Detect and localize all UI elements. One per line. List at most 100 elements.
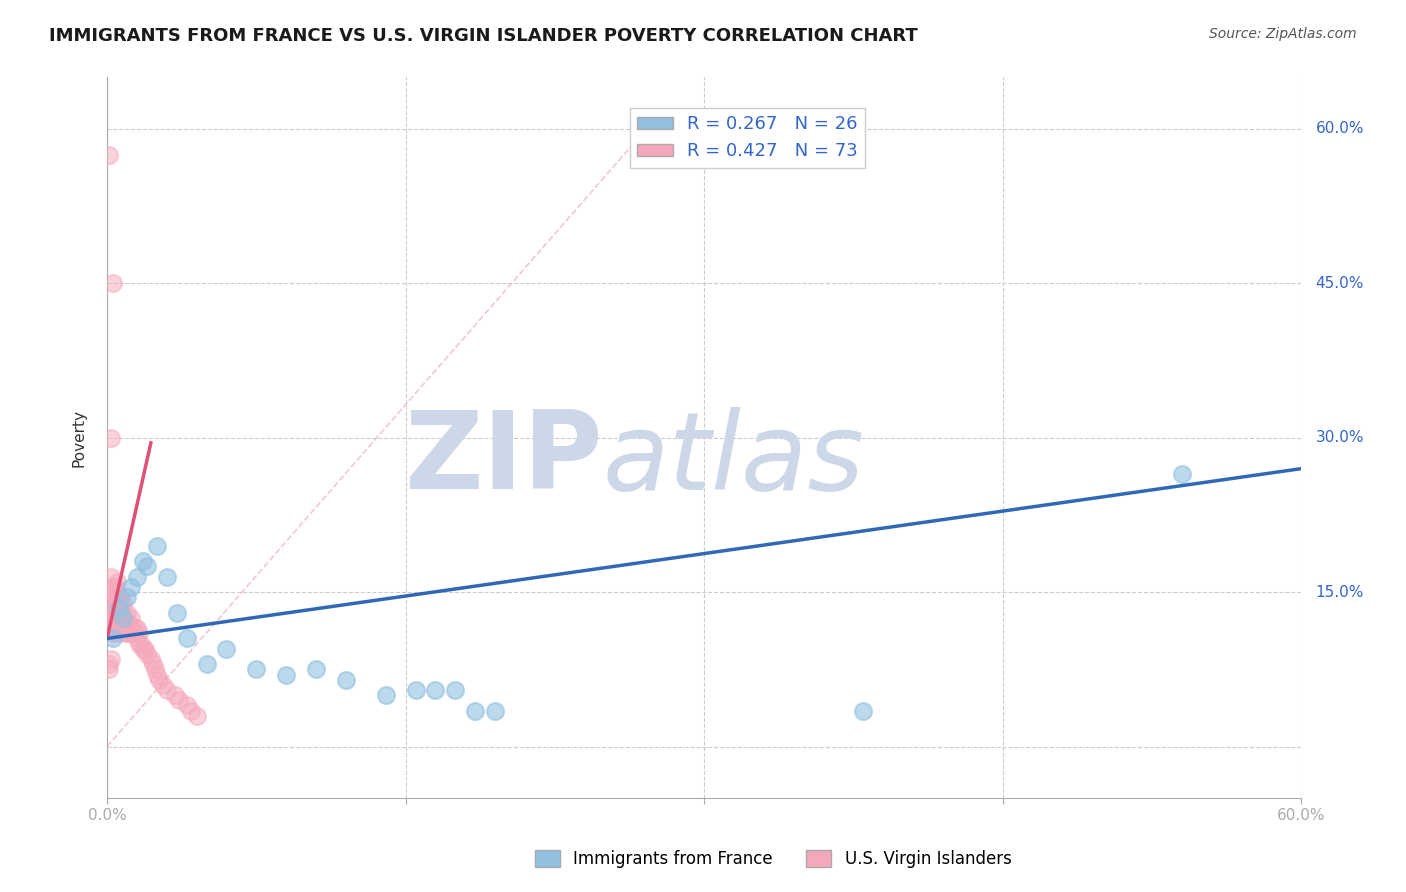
Text: 30.0%: 30.0%	[1316, 430, 1364, 445]
Point	[245, 662, 267, 676]
Point	[110, 615, 132, 630]
Point	[125, 632, 148, 646]
Point	[108, 611, 131, 625]
Point	[335, 673, 357, 687]
Point	[146, 539, 169, 553]
Point	[374, 688, 396, 702]
Point	[128, 626, 150, 640]
Point	[101, 632, 124, 646]
Point	[108, 600, 131, 615]
Point	[146, 667, 169, 681]
Point	[108, 591, 131, 605]
Point	[115, 615, 138, 630]
Point	[118, 626, 141, 640]
Point	[120, 621, 142, 635]
Point	[195, 657, 218, 672]
Point	[111, 595, 134, 609]
Point	[111, 621, 134, 635]
Point	[132, 554, 155, 568]
Point	[120, 611, 142, 625]
Point	[110, 606, 132, 620]
Text: 15.0%: 15.0%	[1316, 584, 1364, 599]
Point	[122, 626, 145, 640]
Point	[110, 621, 132, 635]
Point	[124, 621, 146, 635]
Point	[135, 647, 157, 661]
Point	[108, 600, 131, 615]
Legend: R = 0.267   N = 26, R = 0.427   N = 73: R = 0.267 N = 26, R = 0.427 N = 73	[630, 108, 865, 168]
Point	[163, 688, 186, 702]
Point	[115, 606, 138, 620]
Text: Source: ZipAtlas.com: Source: ZipAtlas.com	[1209, 27, 1357, 41]
Point	[100, 570, 122, 584]
Point	[98, 662, 121, 676]
Point	[115, 591, 138, 605]
Point	[120, 580, 142, 594]
Point	[101, 606, 124, 620]
Point	[105, 585, 128, 599]
Point	[101, 277, 124, 291]
Point	[148, 673, 170, 687]
Point	[98, 611, 121, 625]
Point	[1171, 467, 1194, 481]
Point	[118, 615, 141, 630]
Point	[152, 678, 174, 692]
Text: atlas: atlas	[603, 407, 865, 512]
Point	[104, 621, 127, 635]
Point	[105, 595, 128, 609]
Point	[852, 704, 875, 718]
Point	[464, 704, 486, 718]
Point	[104, 580, 127, 594]
Point	[134, 641, 156, 656]
Point	[100, 431, 122, 445]
Point	[132, 641, 155, 656]
Point	[176, 632, 198, 646]
Point	[166, 606, 188, 620]
Point	[115, 626, 138, 640]
Point	[180, 704, 202, 718]
Point	[405, 683, 427, 698]
Point	[142, 657, 165, 672]
Point	[128, 637, 150, 651]
Point	[156, 570, 179, 584]
Point	[125, 621, 148, 635]
Point	[143, 662, 166, 676]
Point	[156, 683, 179, 698]
Point	[111, 615, 134, 630]
Point	[105, 626, 128, 640]
Point	[100, 595, 122, 609]
Point	[444, 683, 467, 698]
Point	[104, 600, 127, 615]
Legend: Immigrants from France, U.S. Virgin Islanders: Immigrants from France, U.S. Virgin Isla…	[529, 843, 1018, 875]
Point	[98, 591, 121, 605]
Point	[104, 611, 127, 625]
Text: IMMIGRANTS FROM FRANCE VS U.S. VIRGIN ISLANDER POVERTY CORRELATION CHART: IMMIGRANTS FROM FRANCE VS U.S. VIRGIN IS…	[49, 27, 918, 45]
Text: ZIP: ZIP	[404, 407, 603, 512]
Point	[105, 606, 128, 620]
Point	[215, 641, 238, 656]
Point	[98, 657, 121, 672]
Point	[176, 698, 198, 713]
Point	[484, 704, 506, 718]
Point	[104, 591, 127, 605]
Point	[105, 574, 128, 589]
Point	[100, 652, 122, 666]
Point	[135, 559, 157, 574]
Point	[276, 667, 298, 681]
Point	[114, 615, 136, 630]
Point	[100, 615, 122, 630]
Point	[167, 693, 190, 707]
Point	[108, 621, 131, 635]
Point	[139, 652, 162, 666]
Point	[425, 683, 447, 698]
Point	[101, 615, 124, 630]
Point	[125, 570, 148, 584]
Point	[98, 600, 121, 615]
Point	[105, 615, 128, 630]
Point	[101, 580, 124, 594]
Point	[111, 606, 134, 620]
Point	[186, 708, 208, 723]
Point	[101, 626, 124, 640]
Point	[110, 595, 132, 609]
Point	[101, 595, 124, 609]
